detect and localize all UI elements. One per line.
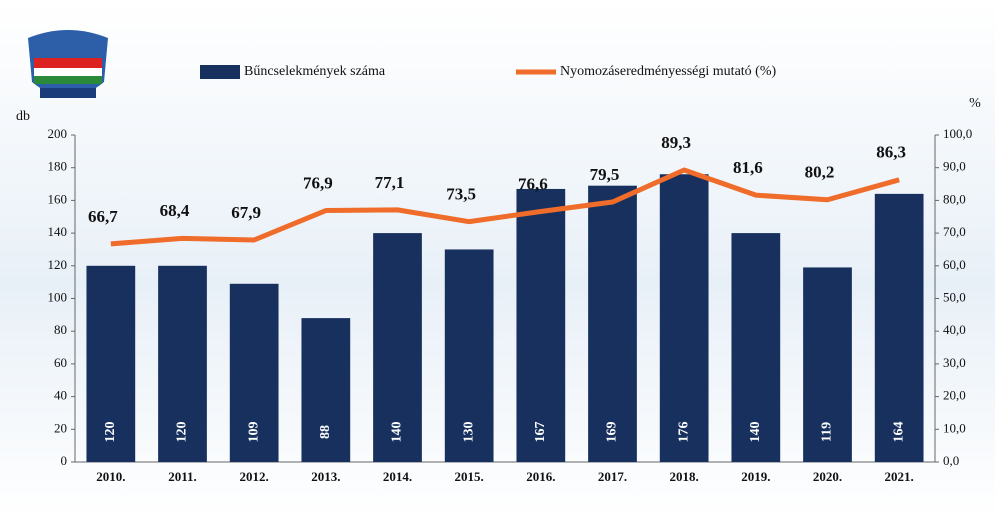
line-value-label: 79,5	[590, 165, 620, 184]
bar	[444, 249, 494, 462]
bar-value-label: 120	[103, 422, 118, 443]
bar-value-label: 120	[175, 422, 190, 443]
bar	[731, 233, 781, 462]
line-value-label: 73,5	[446, 185, 476, 204]
line-value-label: 76,9	[303, 173, 333, 192]
y-tick-label: 100	[48, 289, 68, 304]
bar-value-label: 140	[748, 422, 763, 443]
y2-tick-label: 40,0	[943, 322, 966, 337]
x-tick-label: 2020.	[813, 469, 842, 484]
line-value-label: 77,1	[375, 173, 405, 192]
bar-value-label: 167	[533, 422, 548, 443]
x-tick-label: 2014.	[383, 469, 412, 484]
y2-tick-label: 70,0	[943, 224, 966, 239]
legend-label: Bűncselekmények száma	[244, 64, 386, 79]
y-tick-label: 120	[48, 257, 68, 272]
bar	[803, 267, 852, 462]
y-axis-label: db	[16, 109, 30, 124]
x-tick-label: 2010.	[96, 469, 125, 484]
bar	[301, 318, 351, 462]
x-tick-label: 2021.	[885, 469, 914, 484]
bar	[86, 265, 136, 462]
y2-tick-label: 90,0	[943, 159, 966, 174]
y-tick-label: 80	[54, 322, 67, 337]
line-value-label: 86,3	[876, 143, 906, 162]
bar-value-label: 176	[676, 422, 691, 443]
legend-swatch	[200, 65, 240, 79]
y2-tick-label: 10,0	[943, 420, 966, 435]
bar-value-label: 119	[820, 422, 835, 442]
bar	[516, 188, 566, 462]
line-value-label: 81,6	[733, 158, 763, 177]
x-tick-label: 2013.	[311, 469, 340, 484]
x-tick-label: 2015.	[455, 469, 484, 484]
logo	[28, 30, 108, 98]
line-value-label: 76,6	[518, 174, 548, 193]
line-value-label: 80,2	[805, 163, 835, 182]
y-tick-label: 40	[54, 388, 67, 403]
y-tick-label: 0	[61, 453, 68, 468]
bar-value-label: 140	[390, 422, 405, 443]
y2-tick-label: 100,0	[943, 126, 972, 141]
line-value-label: 67,9	[231, 203, 261, 222]
legend-label: Nyomozáseredményességi mutató (%)	[560, 64, 776, 79]
bar-value-label: 88	[318, 425, 333, 439]
y-tick-label: 160	[48, 191, 68, 206]
y-tick-label: 140	[48, 224, 68, 239]
x-tick-label: 2019.	[741, 469, 770, 484]
line-value-label: 68,4	[160, 201, 190, 220]
y-tick-label: 60	[54, 355, 67, 370]
line	[110, 167, 900, 247]
x-tick-label: 2018.	[670, 469, 699, 484]
x-tick-label: 2017.	[598, 469, 627, 484]
y-tick-label: 180	[48, 159, 68, 174]
line-value-label: 89,3	[661, 133, 691, 152]
bar	[874, 193, 924, 463]
x-tick-label: 2012.	[240, 469, 269, 484]
y2-axis-label: %	[969, 96, 981, 111]
bar	[588, 185, 637, 462]
x-tick-label: 2011.	[168, 469, 197, 484]
y2-tick-label: 50,0	[943, 289, 966, 304]
bar	[373, 233, 422, 462]
bar-value-label: 169	[605, 422, 620, 443]
y2-tick-label: 0,0	[943, 453, 959, 468]
bar	[158, 265, 207, 462]
y-tick-label: 200	[48, 126, 68, 141]
bar	[229, 283, 279, 462]
y-tick-label: 20	[54, 420, 67, 435]
bar-value-label: 109	[246, 422, 261, 443]
y2-tick-label: 80,0	[943, 191, 966, 206]
bar-value-label: 164	[891, 422, 906, 443]
bar-value-label: 130	[461, 422, 476, 443]
y2-tick-label: 60,0	[943, 257, 966, 272]
bar	[659, 174, 709, 463]
line-value-label: 66,7	[88, 207, 118, 226]
y2-tick-label: 30,0	[943, 355, 966, 370]
y2-tick-label: 20,0	[943, 388, 966, 403]
x-tick-label: 2016.	[526, 469, 555, 484]
